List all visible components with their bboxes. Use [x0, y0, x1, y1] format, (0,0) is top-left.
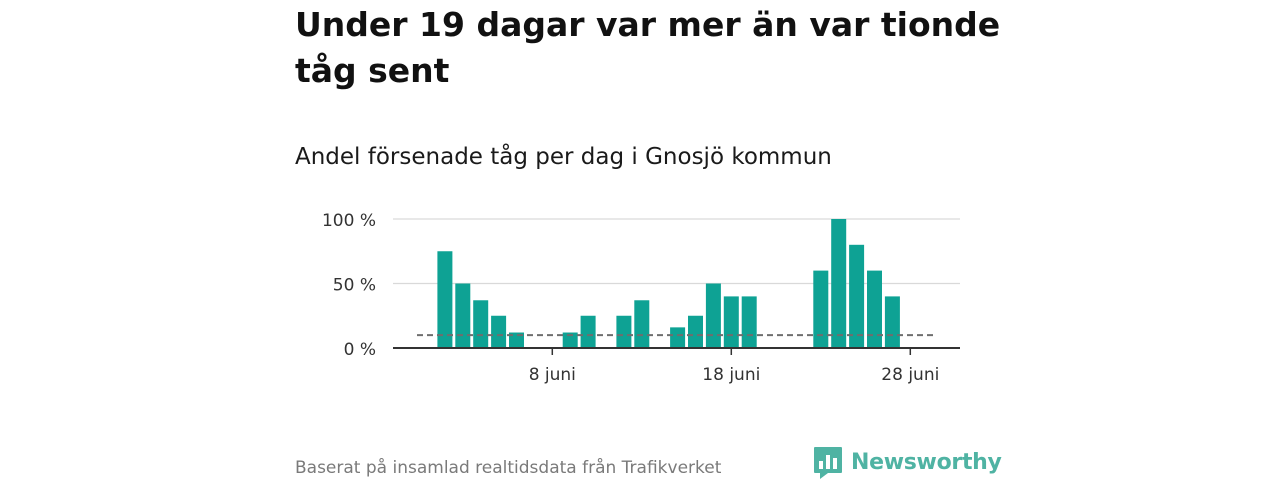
chart-title: Under 19 dagar var mer än var tionde tåg…	[295, 5, 1001, 90]
bar	[562, 332, 578, 348]
chart-subtitle: Andel försenade tåg per dag i Gnosjö kom…	[295, 144, 832, 170]
bar	[831, 219, 847, 348]
y-tick-label: 100 %	[322, 211, 376, 231]
bar	[670, 327, 686, 348]
bar	[884, 296, 900, 348]
bar	[437, 251, 453, 348]
x-tick-label: 18 juni	[702, 365, 760, 385]
bars	[437, 219, 900, 348]
bar	[473, 300, 489, 348]
x-tick-labels: 8 juni 18 juni 28 juni	[529, 365, 940, 385]
newsworthy-logo: Newsworthy	[813, 446, 1002, 480]
bar	[509, 332, 524, 348]
bar	[723, 296, 739, 348]
bar-chart-speech-bubble-icon	[814, 447, 842, 479]
bar	[849, 244, 865, 348]
bar	[580, 315, 596, 348]
bar	[705, 283, 721, 348]
bar	[813, 270, 829, 348]
bar	[741, 296, 757, 348]
bar	[867, 270, 882, 348]
gridlines	[393, 218, 960, 285]
y-tick-label: 0 %	[344, 340, 376, 360]
bar	[616, 315, 632, 348]
y-tick-labels: 0 % 50 % 100 %	[322, 211, 376, 360]
source-note: Baserat på insamlad realtidsdata från Tr…	[295, 458, 722, 478]
bar	[634, 300, 650, 348]
y-tick-label: 50 %	[333, 276, 376, 296]
axes	[393, 347, 960, 355]
x-tick-label: 8 juni	[529, 365, 576, 385]
x-tick-label: 28 juni	[881, 365, 939, 385]
logo-text: Newsworthy	[851, 450, 1002, 475]
bar	[688, 315, 703, 348]
bar	[455, 283, 471, 348]
bar	[491, 315, 507, 348]
